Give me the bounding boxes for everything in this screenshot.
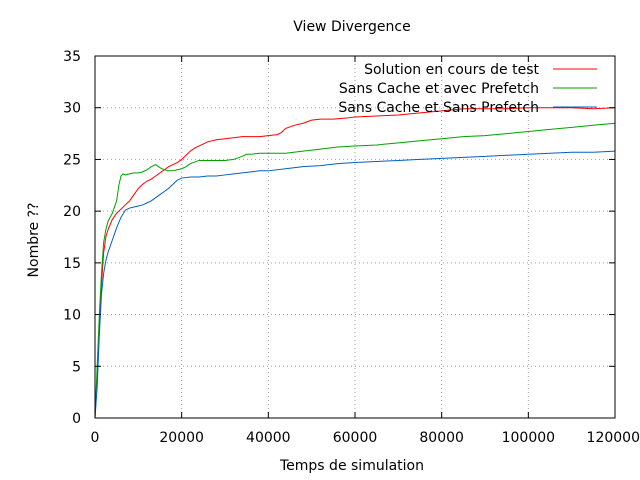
- chart-title: View Divergence: [293, 19, 410, 35]
- series-line-1: [94, 107, 616, 419]
- series-line-2: [94, 122, 616, 419]
- x-tick-label: 40000: [246, 430, 291, 446]
- y-tick-label: 5: [72, 359, 81, 375]
- y-tick-label: 10: [63, 308, 81, 324]
- series-layer: [94, 107, 616, 419]
- y-tick-label: 35: [63, 49, 81, 65]
- x-tick-label: 80000: [419, 430, 464, 446]
- y-axis: 0 5 10 15 20 25 30 35: [63, 49, 615, 427]
- y-tick-label: 0: [72, 411, 81, 427]
- legend-label: Sans Cache et Sans Prefetch: [338, 100, 539, 116]
- y-tick-label: 15: [63, 256, 81, 272]
- legend-label: Solution en cours de test: [364, 62, 539, 78]
- x-tick-label: 60000: [333, 430, 378, 446]
- grid: [95, 56, 615, 418]
- x-tick-label: 100000: [502, 430, 555, 446]
- x-axis-title: Temps de simulation: [279, 458, 424, 474]
- y-tick-label: 25: [63, 152, 81, 168]
- series-line-3: [94, 150, 616, 419]
- legend-label: Sans Cache et avec Prefetch: [339, 81, 539, 97]
- x-tick-label: 0: [91, 430, 100, 446]
- y-axis-title: Nombre ??: [26, 203, 42, 278]
- y-tick-label: 30: [63, 101, 81, 117]
- x-tick-label: 120000: [587, 430, 640, 446]
- y-tick-label: 20: [63, 204, 81, 220]
- x-tick-label: 20000: [159, 430, 204, 446]
- legend: Solution en cours de test Sans Cache et a…: [338, 62, 597, 116]
- x-axis: 0 20000 40000 60000 80000 100000 120000: [91, 56, 640, 446]
